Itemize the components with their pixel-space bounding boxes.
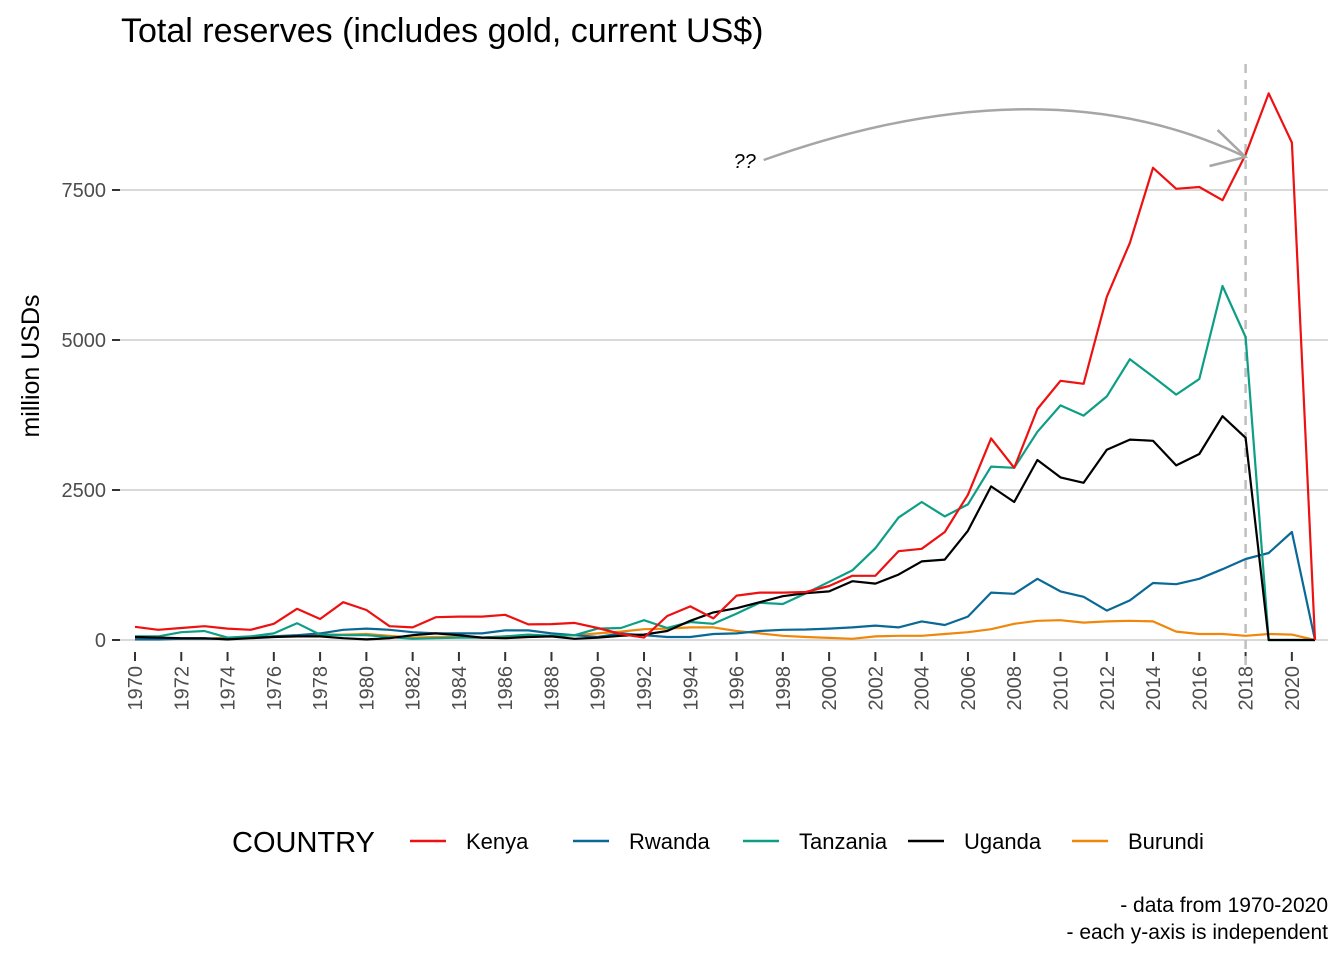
caption-line-2: - each y-axis is independent: [1067, 921, 1329, 944]
x-tick-label: 2000: [819, 666, 841, 711]
legend-title: COUNTRY: [232, 827, 375, 859]
y-tick-label: 7500: [62, 180, 107, 202]
series-lines: [134, 92, 1317, 642]
x-tick-label: 2012: [1097, 666, 1119, 711]
x-tick-label: 1974: [218, 666, 240, 711]
series-line-rwanda: [135, 530, 1317, 641]
x-tick-label: 1972: [171, 666, 193, 711]
series-line-tanzania: [135, 284, 1315, 642]
x-tick-label: 1988: [541, 666, 563, 711]
x-tick-label: 2004: [912, 666, 934, 711]
x-tick-label: 1992: [634, 666, 656, 711]
caption-line-1: - data from 1970-2020: [1120, 894, 1328, 917]
x-tick-label: 1978: [310, 666, 332, 711]
annotation-layer: ??: [733, 108, 1249, 173]
y-tick-label: 0: [95, 630, 106, 652]
y-tick-label: 2500: [62, 480, 107, 502]
legend-label-kenya: Kenya: [466, 829, 529, 854]
x-tick-label: 2014: [1143, 666, 1165, 711]
x-tick-label: 1986: [495, 666, 517, 711]
x-tick-label: 1998: [773, 666, 795, 711]
legend-label-uganda: Uganda: [964, 829, 1042, 854]
series-line-uganda: [134, 415, 1315, 642]
x-tick-label: 2008: [1004, 666, 1026, 711]
x-tick-label: 1980: [356, 666, 378, 711]
x-tick-label: 1996: [727, 666, 749, 711]
x-tick-label: 2002: [865, 666, 887, 711]
legend-label-burundi: Burundi: [1128, 829, 1204, 854]
y-tick-label: 5000: [62, 330, 107, 352]
series-line-kenya: [134, 92, 1317, 641]
chart-title: Total reserves (includes gold, current U…: [121, 12, 764, 50]
y-tick-labels: 0 2500 5000 7500: [62, 180, 120, 652]
annotation-text: ??: [733, 151, 756, 173]
x-tick-label: 1990: [588, 666, 610, 711]
x-tick-label: 2020: [1282, 666, 1304, 711]
y-axis-title: million USDs: [17, 294, 45, 437]
x-tick-label: 1970: [125, 666, 147, 711]
x-tick-label: 2018: [1236, 666, 1258, 711]
x-tick-label: 1976: [264, 666, 286, 711]
legend-label-tanzania: Tanzania: [799, 829, 888, 854]
annotation-arrow: [763, 108, 1247, 162]
x-tick-label: 1984: [449, 666, 471, 711]
x-tick-label: 2010: [1050, 666, 1072, 711]
x-tick-label: 1994: [680, 666, 702, 711]
legend-label-rwanda: Rwanda: [629, 829, 710, 854]
legend: COUNTRY Kenya Rwanda Tanzania Uganda Burundi: [232, 827, 1204, 859]
x-tick-label: 2006: [958, 666, 980, 711]
x-tick-label: 2016: [1189, 666, 1211, 711]
grid-lines: [112, 189, 1328, 641]
x-tick-label: 1982: [403, 666, 425, 711]
annotation-arrowhead: [1209, 129, 1249, 168]
x-tick-labels: 1970 1972 1974 1976 1978 1980 1982 1984 1986 1988…: [125, 652, 1304, 711]
